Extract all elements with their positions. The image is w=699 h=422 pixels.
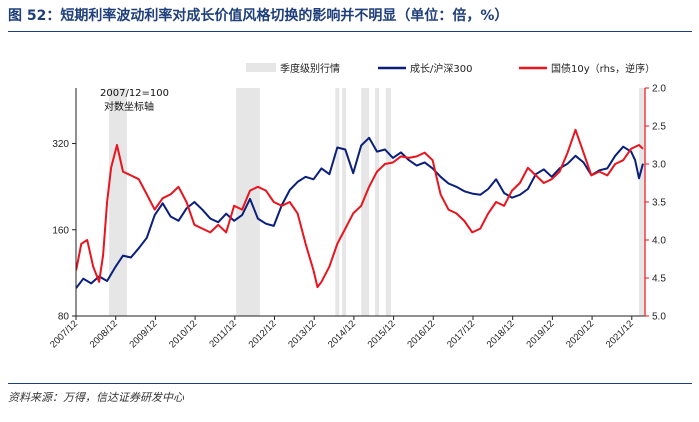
shaded-period-2: [335, 88, 340, 316]
x-tick-label: 2009/12: [127, 318, 159, 350]
legend-label-bond: 国债10y（rhs，逆序）: [551, 62, 655, 75]
left-tick-label: 320: [52, 139, 69, 150]
source-divider: [8, 383, 692, 384]
source-note: 资料来源：万得，信达证券研发中心: [8, 391, 184, 404]
legend-label-shading: 季度级别行情: [280, 62, 340, 75]
series-lines: [76, 128, 644, 289]
x-tick-label: 2008/12: [88, 318, 120, 350]
shaded-period-3: [342, 88, 347, 316]
bond-yield-line: [76, 128, 644, 289]
x-tick-label: 2007/12: [48, 318, 80, 350]
right-tick-label: 4.0: [652, 236, 666, 247]
x-tick-label: 2020/12: [564, 318, 596, 350]
legend-swatch-shading: [246, 63, 276, 72]
shaded-period-7: [639, 88, 645, 316]
x-tick-label: 2019/12: [524, 318, 556, 350]
title-divider: [8, 31, 692, 32]
legend: 季度级别行情 成长/沪深300 国债10y（rhs，逆序）: [246, 62, 655, 75]
shaded-periods: [109, 88, 645, 316]
x-tick-label: 2015/12: [366, 318, 398, 350]
axes: 80 160 320 2.0 2.5 3.0 3.5 4.0 4.5 5.0 2007/12 2008…: [48, 84, 666, 351]
right-tick-label: 3.0: [652, 160, 666, 171]
chart-canvas: 80 160 320 2.0 2.5 3.0 3.5 4.0 4.5 5.0 2007/12 2008…: [48, 62, 666, 351]
left-tick-label: 160: [52, 225, 69, 236]
x-tick-label: 2017/12: [445, 318, 477, 350]
x-tick-label: 2011/12: [207, 318, 239, 350]
growth-ratio-line: [76, 136, 644, 289]
annotation-base: 2007/12=100: [100, 88, 169, 99]
x-tick-label: 2018/12: [485, 318, 517, 350]
shaded-period-6: [385, 88, 391, 316]
shaded-period-0: [109, 88, 127, 316]
x-tick-label: 2021/12: [604, 318, 636, 350]
shaded-period-5: [375, 88, 380, 316]
right-tick-label: 2.5: [652, 122, 666, 133]
x-tick-label: 2013/12: [286, 318, 318, 350]
x-tick-label: 2014/12: [326, 318, 358, 350]
figure-title: 图 52：短期利率波动利率对成长价值风格切换的影响并不明显（单位：倍，%）: [8, 8, 509, 24]
right-tick-label: 4.5: [652, 274, 666, 285]
shaded-period-4: [361, 88, 370, 316]
right-tick-label: 2.0: [652, 84, 666, 95]
x-tick-label: 2016/12: [405, 318, 437, 350]
annotation-log-axis: 对数坐标轴: [104, 100, 154, 113]
x-tick-label: 2012/12: [247, 318, 279, 350]
left-tick-label: 80: [58, 312, 70, 323]
x-tick-label: 2010/12: [167, 318, 199, 350]
right-tick-label: 3.5: [652, 198, 666, 209]
legend-label-growth: 成长/沪深300: [410, 62, 472, 75]
right-tick-label: 5.0: [652, 312, 666, 323]
